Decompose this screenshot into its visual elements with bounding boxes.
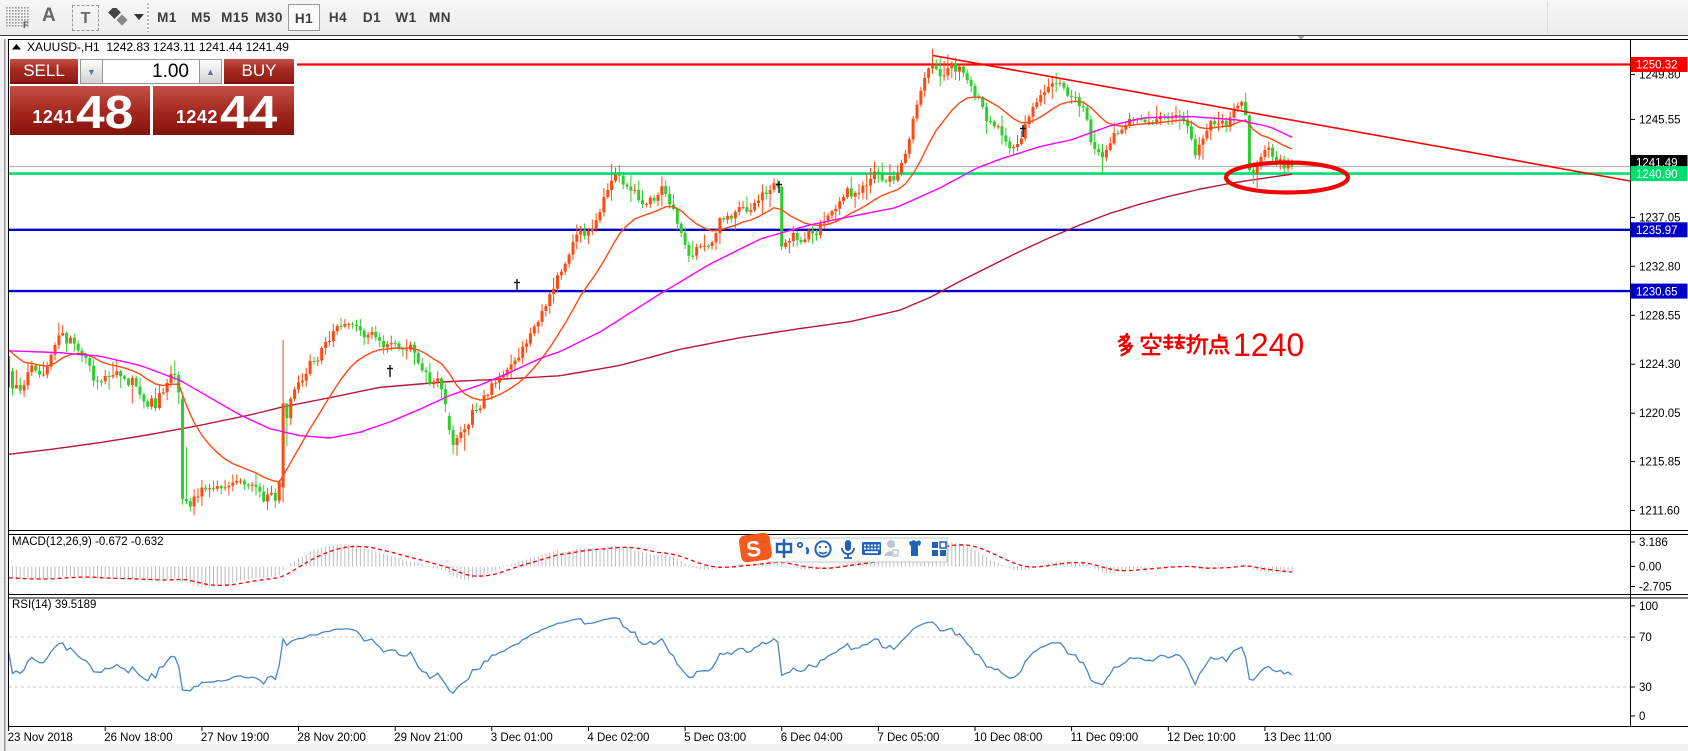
svg-text:1235.97: 1235.97 xyxy=(1636,225,1678,237)
svg-text:5 Dec 03:00: 5 Dec 03:00 xyxy=(684,732,746,744)
svg-text:XAUUSD-,H1 1242.83 1243.11 12: XAUUSD-,H1 1242.83 1243.11 1241.44 1241.… xyxy=(27,40,289,54)
svg-text:S: S xyxy=(744,535,762,562)
svg-text:27 Nov 19:00: 27 Nov 19:00 xyxy=(201,732,269,744)
svg-text:1232.80: 1232.80 xyxy=(1639,261,1681,273)
svg-text:3 Dec 01:00: 3 Dec 01:00 xyxy=(491,732,553,744)
svg-text:1245.55: 1245.55 xyxy=(1639,114,1681,126)
svg-text:1240.90: 1240.90 xyxy=(1636,169,1678,181)
svg-text:23 Nov 2018: 23 Nov 2018 xyxy=(8,732,73,744)
svg-text:RSI(14) 39.5189: RSI(14) 39.5189 xyxy=(12,599,96,611)
svg-text:29 Nov 21:00: 29 Nov 21:00 xyxy=(394,732,462,744)
svg-text:1250.32: 1250.32 xyxy=(1636,60,1678,72)
svg-text:0.00: 0.00 xyxy=(1639,561,1661,573)
svg-text:-2.705: -2.705 xyxy=(1639,582,1672,594)
svg-text:6 Dec 04:00: 6 Dec 04:00 xyxy=(781,732,843,744)
svg-text:1211.60: 1211.60 xyxy=(1639,506,1680,518)
svg-text:1249.80: 1249.80 xyxy=(1639,70,1681,82)
svg-text:70: 70 xyxy=(1639,632,1652,644)
svg-text:1240: 1240 xyxy=(1233,327,1304,363)
svg-text:26 Nov 18:00: 26 Nov 18:00 xyxy=(104,732,172,744)
svg-text:1224.30: 1224.30 xyxy=(1639,359,1681,371)
svg-text:MACD(12,26,9) -0.672 -0.632: MACD(12,26,9) -0.672 -0.632 xyxy=(12,536,164,548)
svg-text:1237.05: 1237.05 xyxy=(1639,212,1681,224)
svg-text:F: F xyxy=(23,20,29,29)
svg-text:1220.05: 1220.05 xyxy=(1639,408,1681,420)
svg-text:100: 100 xyxy=(1639,601,1658,613)
svg-text:1215.85: 1215.85 xyxy=(1639,457,1681,469)
svg-text:1228.55: 1228.55 xyxy=(1639,310,1681,322)
svg-text:0: 0 xyxy=(1639,711,1645,723)
svg-text:10 Dec 08:00: 10 Dec 08:00 xyxy=(974,732,1042,744)
svg-text:13 Dec 11:00: 13 Dec 11:00 xyxy=(1264,732,1332,744)
svg-text:11 Dec 09:00: 11 Dec 09:00 xyxy=(1071,732,1139,744)
svg-text:7 Dec 05:00: 7 Dec 05:00 xyxy=(877,732,939,744)
svg-text:4 Dec 02:00: 4 Dec 02:00 xyxy=(587,732,649,744)
svg-text:28 Nov 20:00: 28 Nov 20:00 xyxy=(298,732,366,744)
svg-text:1230.65: 1230.65 xyxy=(1636,286,1678,298)
svg-text:30: 30 xyxy=(1639,682,1652,694)
svg-text:12 Dec 10:00: 12 Dec 10:00 xyxy=(1167,732,1235,744)
svg-text:3.186: 3.186 xyxy=(1639,537,1668,549)
